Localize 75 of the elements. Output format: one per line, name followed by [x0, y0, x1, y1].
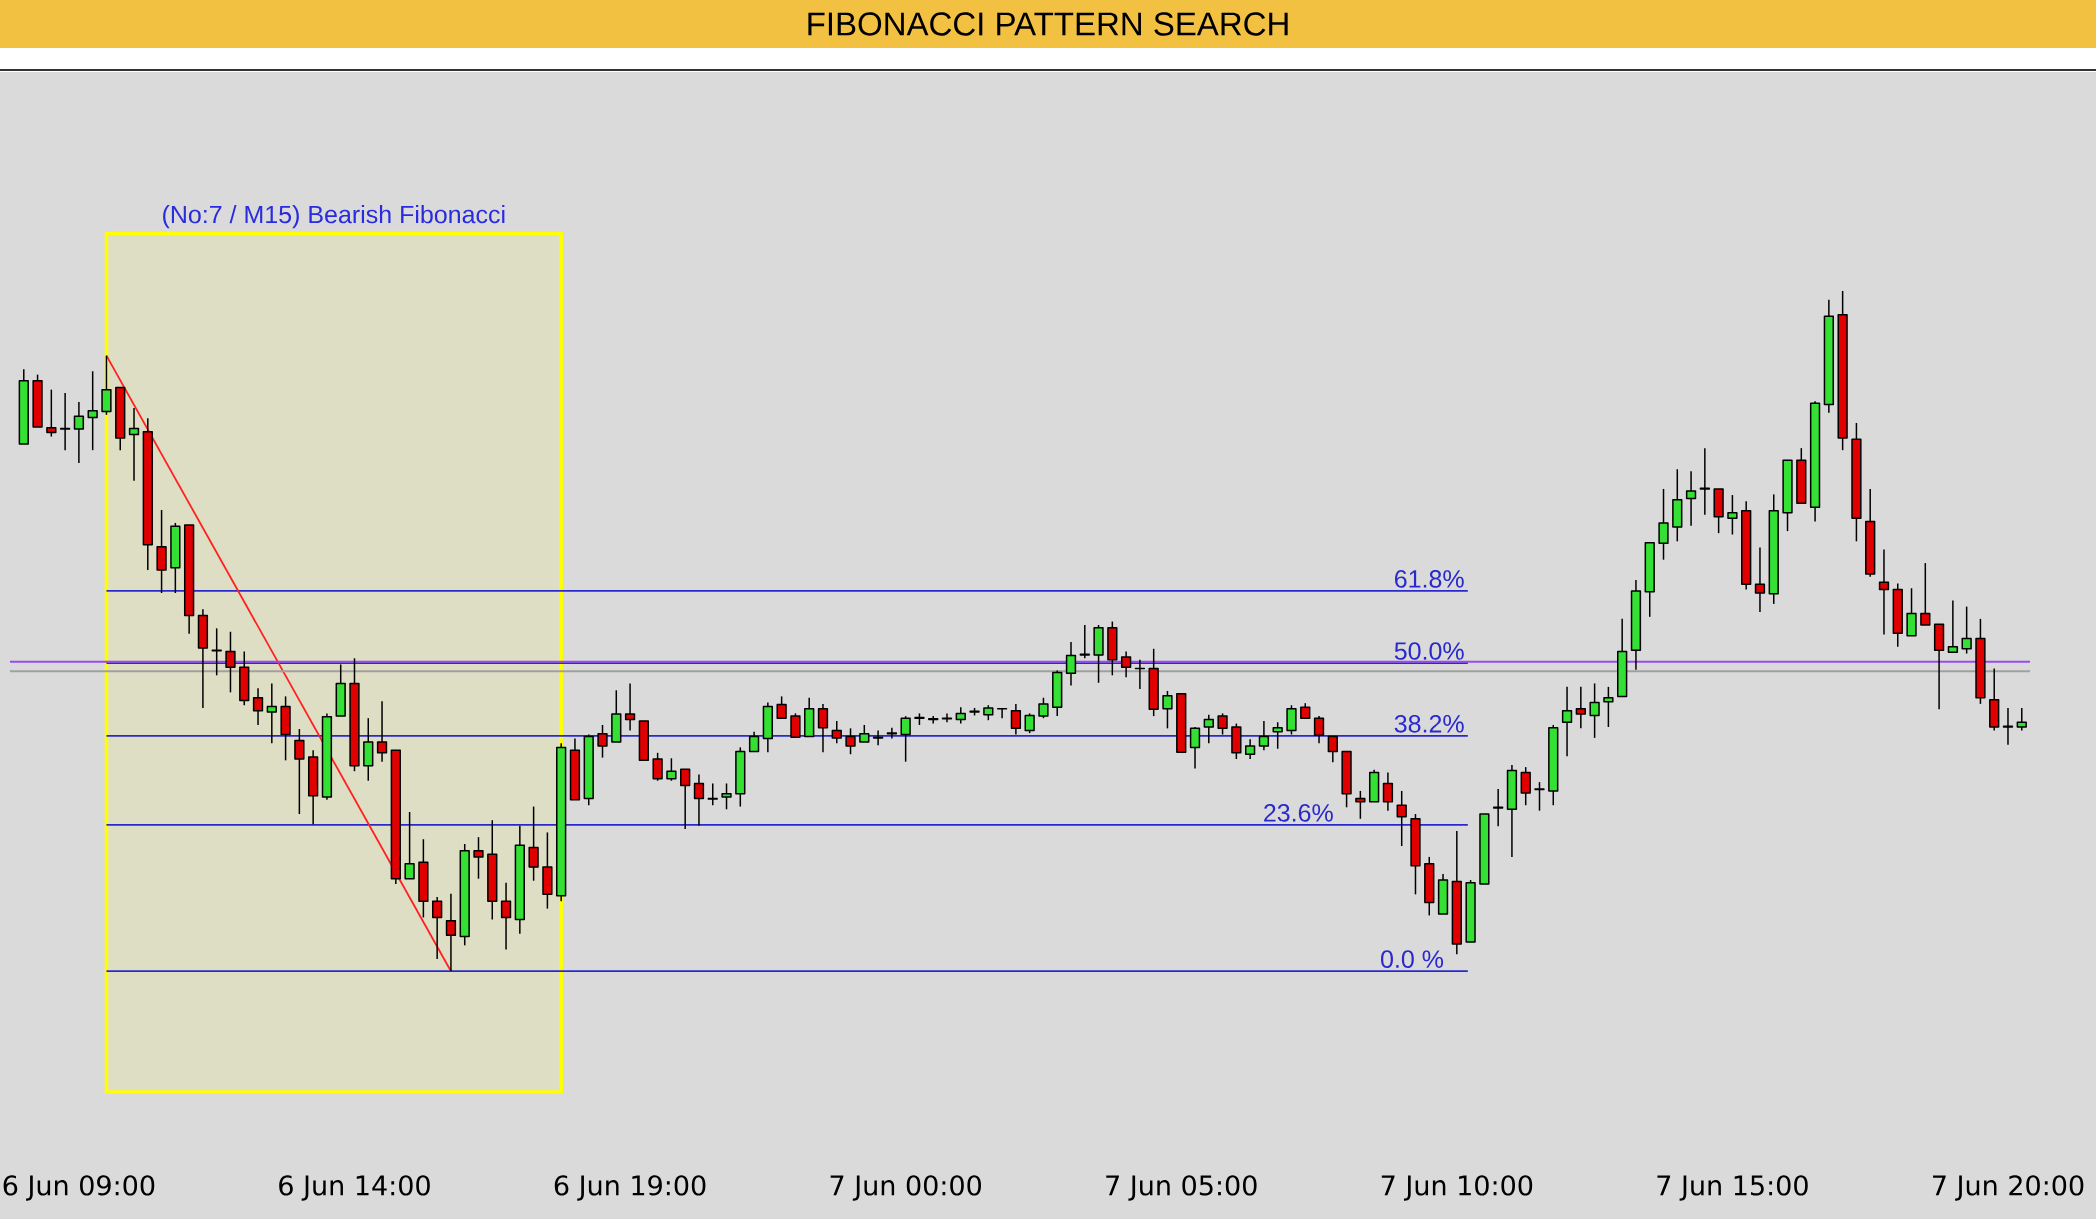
candlestick	[1010, 703, 1022, 736]
band-label: (No:7 / M15) Bearish Fibonacci	[163, 204, 505, 229]
series-label: 23.6%	[1264, 804, 1333, 822]
candlestick	[1823, 299, 1835, 414]
x-tick-label: 7 Jun 20:00	[1933, 1175, 2084, 1201]
candlestick	[211, 627, 222, 677]
candlestick	[1561, 686, 1573, 757]
candlestick	[1189, 727, 1201, 770]
candlestick	[2002, 707, 2014, 746]
candlestick	[872, 729, 884, 747]
candlestick	[928, 715, 939, 725]
chart-title: FIBONACCI PATTERN SEARCH	[808, 12, 1288, 36]
candlestick	[1575, 686, 1586, 730]
candlestick	[1892, 582, 1903, 648]
candlestick	[1878, 548, 1890, 636]
candlestick	[1493, 788, 1504, 828]
x-tick-label: 7 Jun 00:00	[830, 1175, 981, 1201]
candlestick	[817, 703, 829, 753]
candlestick	[1079, 624, 1090, 660]
candlestick	[1203, 714, 1214, 745]
candlestick	[941, 712, 953, 723]
x-tick-label: 7 Jun 15:00	[1657, 1175, 1808, 1201]
candlestick	[1258, 720, 1270, 751]
candlestick	[128, 407, 140, 482]
candlestick	[307, 749, 319, 826]
candlestick	[762, 701, 774, 753]
candlestick	[487, 819, 498, 921]
candlestick	[500, 882, 512, 951]
candlestick	[266, 682, 277, 745]
x-tick-label: 7 Jun 10:00	[1381, 1175, 1533, 1201]
x-tick-label: 6 Jun 19:00	[554, 1175, 706, 1201]
series-label: 38.2%	[1394, 714, 1464, 733]
candlestick	[1313, 715, 1325, 745]
candlestick	[197, 608, 209, 709]
candlestick	[376, 700, 388, 763]
candlestick	[1065, 641, 1077, 687]
candlestick	[1989, 667, 2000, 732]
candlestick	[1451, 830, 1462, 955]
candlestick	[1685, 470, 1697, 527]
candlestick	[1052, 669, 1063, 717]
candlestick	[1809, 400, 1821, 523]
candlestick	[59, 392, 71, 451]
candlestick	[252, 687, 264, 726]
x-tick-label: 6 Jun 14:00	[279, 1175, 430, 1201]
candlestick	[142, 417, 153, 571]
candlestick	[1865, 488, 1876, 578]
candlestick	[886, 726, 898, 740]
candlestick	[1741, 500, 1752, 591]
candlestick	[624, 682, 636, 732]
candlestick	[225, 631, 236, 694]
candlestick	[87, 370, 98, 451]
candlestick	[2016, 707, 2027, 732]
series-label: 61.8%	[1395, 570, 1464, 588]
candlestick	[1754, 546, 1766, 613]
candlestick	[321, 712, 333, 801]
candlestick	[1699, 447, 1710, 516]
candlestick	[1244, 738, 1256, 760]
x-tick-label: 6 Jun 09:00	[3, 1175, 155, 1201]
candlestick	[1506, 764, 1518, 858]
series-label: 0.0 %	[1381, 950, 1444, 968]
candlestick	[831, 720, 842, 745]
series-label: 50.0%	[1394, 642, 1464, 660]
candlestick	[73, 401, 85, 464]
candlestick	[445, 892, 457, 972]
candlestick	[432, 896, 443, 960]
candlestick	[955, 706, 966, 725]
candlestick	[514, 824, 525, 935]
candlestick	[693, 773, 705, 827]
candlestick	[1120, 650, 1132, 679]
candlestick	[156, 509, 167, 594]
candlestick	[1589, 682, 1600, 739]
candlestick	[556, 742, 567, 902]
x-tick-label: 7 Jun 05:00	[1106, 1175, 1257, 1201]
candlestick	[1630, 579, 1642, 671]
candlestick	[1382, 771, 1394, 812]
